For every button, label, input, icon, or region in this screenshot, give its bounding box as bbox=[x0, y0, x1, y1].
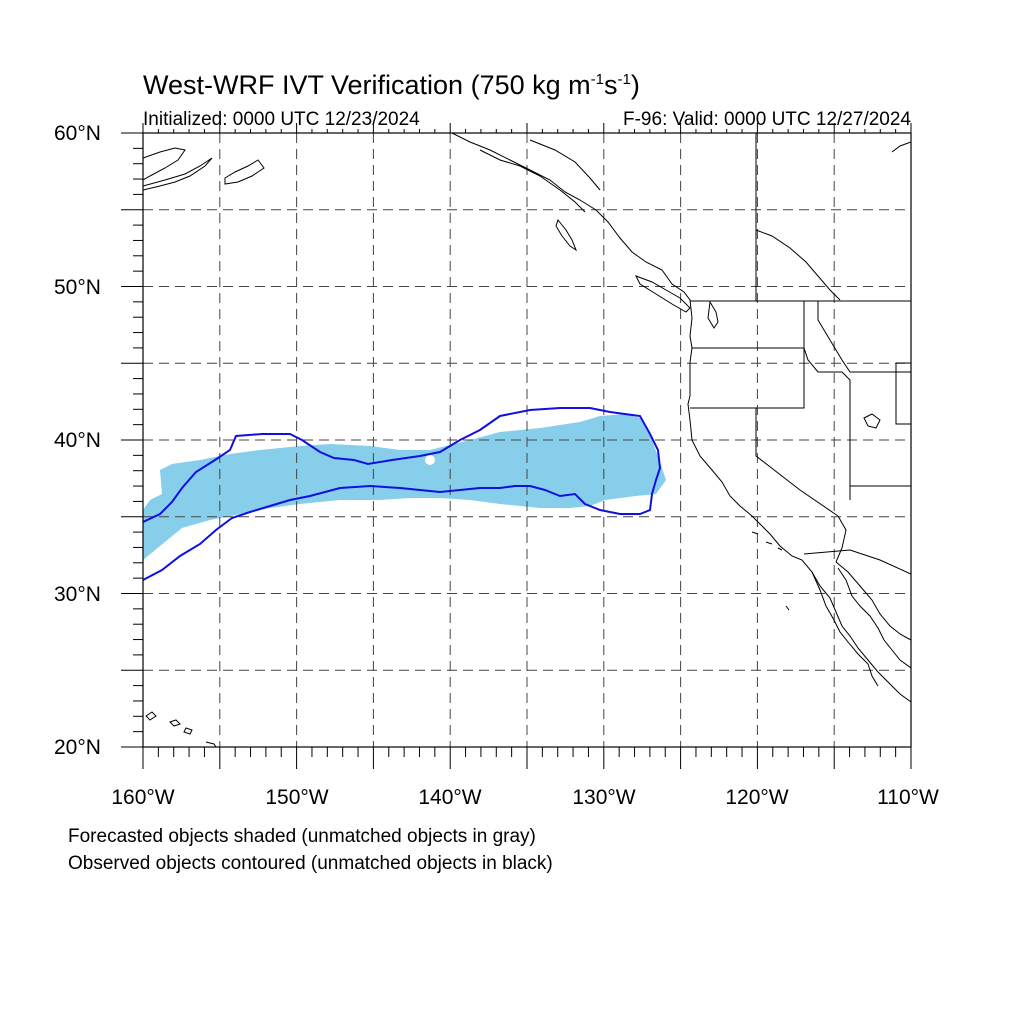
footnote-observed: Observed objects contoured (unmatched ob… bbox=[68, 853, 553, 874]
lat-label-60: 60°N bbox=[54, 122, 101, 145]
observed-ivt-contour bbox=[143, 407, 662, 581]
lat-label-40: 40°N bbox=[54, 429, 101, 452]
lon-label-130w: 130°W bbox=[572, 786, 636, 809]
coastline bbox=[143, 133, 911, 747]
graticule bbox=[143, 133, 911, 747]
lon-label-120w: 120°W bbox=[725, 786, 789, 809]
axis-ticks bbox=[121, 123, 912, 769]
lon-label-110w: 110°W bbox=[877, 786, 939, 809]
lon-label-140w: 140°W bbox=[418, 786, 482, 809]
valid-time-label: F-96: Valid: 0000 UTC 12/27/2024 bbox=[623, 109, 911, 130]
footnote-forecast: Forecasted objects shaded (unmatched obj… bbox=[68, 826, 536, 847]
forecast-ivt-object bbox=[143, 414, 666, 560]
plot-title: West-WRF IVT Verification (750 kg m-1s-1… bbox=[143, 70, 640, 100]
lat-label-50: 50°N bbox=[54, 276, 101, 299]
lon-label-160w: 160°W bbox=[111, 786, 175, 809]
political-borders bbox=[690, 133, 911, 575]
lat-label-20: 20°N bbox=[54, 736, 101, 759]
init-time-label: Initialized: 0000 UTC 12/23/2024 bbox=[143, 109, 420, 130]
lon-label-150w: 150°W bbox=[265, 786, 329, 809]
lat-label-30: 30°N bbox=[54, 583, 101, 606]
